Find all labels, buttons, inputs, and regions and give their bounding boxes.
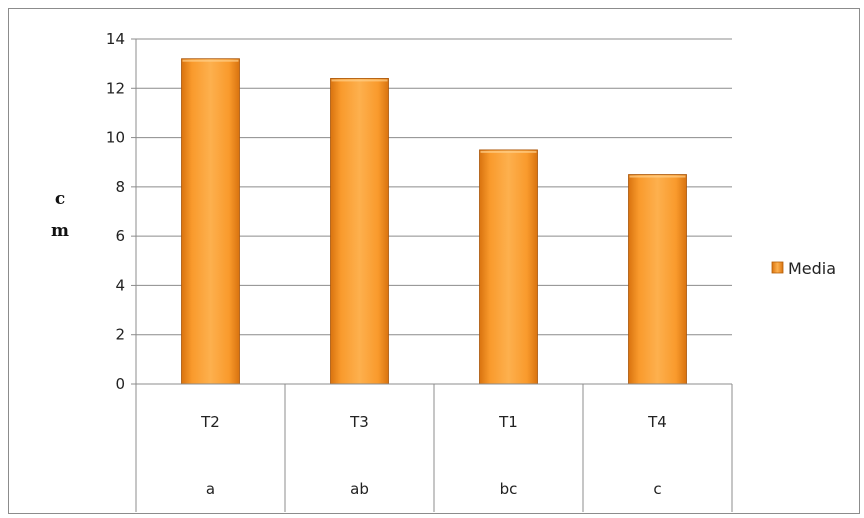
group-letter-label: ab: [350, 480, 369, 498]
legend-label-media: Media: [788, 259, 836, 278]
category-table: T2 a T3 ab T1 bc T4 c: [135, 383, 733, 512]
y-axis-label-line-2: m: [51, 221, 69, 241]
x-tick-label: T4: [647, 413, 667, 431]
y-axis-ticks: 0 2 4 6 8 10 12 14: [106, 30, 137, 393]
y-tick-label: 8: [115, 178, 125, 196]
bar-highlight: [480, 150, 537, 153]
bar-highlight: [182, 59, 239, 62]
bar-highlight: [629, 175, 686, 178]
y-tick-label: 12: [106, 79, 125, 97]
x-tick-label: T3: [349, 413, 369, 431]
x-tick-label: T1: [498, 413, 518, 431]
y-tick-label: 10: [106, 129, 125, 147]
bar-t1: [479, 149, 538, 385]
group-letter-label: bc: [500, 480, 518, 498]
y-tick-label: 0: [115, 375, 125, 393]
group-letter-label: c: [653, 480, 661, 498]
y-tick-label: 14: [106, 30, 125, 48]
legend: Media: [771, 259, 836, 278]
x-tick-label: T2: [200, 413, 220, 431]
y-tick-label: 4: [115, 276, 125, 294]
bar-t3: [330, 78, 389, 385]
chart-frame: [8, 8, 860, 514]
bar-highlight: [331, 79, 388, 82]
legend-swatch: [771, 261, 784, 274]
y-tick-label: 6: [115, 227, 125, 245]
group-letter-label: a: [206, 480, 215, 498]
bar-t2: [181, 58, 240, 385]
y-tick-label: 2: [115, 326, 125, 344]
bar-t4: [628, 174, 687, 385]
bars: [181, 58, 687, 385]
y-axis-label-line-1: c: [55, 189, 65, 209]
